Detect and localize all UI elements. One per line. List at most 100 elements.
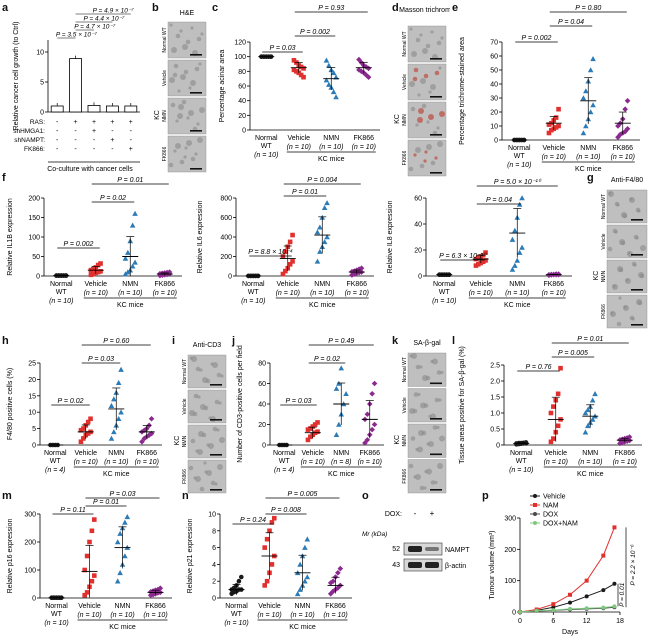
data-point (98, 261, 103, 266)
p-value: P = 0.002 (64, 241, 94, 248)
data-point (117, 570, 123, 576)
tissue-texture (423, 159, 427, 163)
row-label: FK866 (601, 304, 607, 319)
data-point (150, 591, 156, 598)
tissue-texture (432, 358, 438, 365)
x-tick-label: NMN (295, 603, 311, 610)
x-tick-label: FK866 (346, 281, 367, 288)
tissue-texture (419, 163, 425, 169)
p-value: P = 0.002 (522, 35, 552, 42)
data-point (88, 416, 93, 422)
x-tick-label: Normal (433, 281, 456, 288)
tissue-texture (177, 113, 183, 119)
sign-mark: - (130, 128, 133, 135)
tissue-texture (637, 209, 641, 213)
data-point (556, 106, 561, 112)
x-tick-label: Vehicle (542, 145, 565, 152)
tissue-texture (175, 143, 181, 149)
y-tick-label: 150 (28, 215, 40, 222)
data-point (362, 440, 368, 446)
scatter-chart-j: 0 20 40 60 80 Number of CD3-positive cells pe… (237, 338, 384, 478)
n-label: (n = 10) (611, 154, 635, 161)
tissue-texture (199, 107, 205, 113)
y-tick-label: 0 (40, 110, 44, 117)
data-point (78, 439, 84, 445)
data-point (549, 127, 554, 133)
n-label: (n = 10) (254, 152, 278, 159)
p-value: P = 0.49 (328, 338, 354, 345)
data-point (262, 545, 267, 550)
data-point (555, 271, 562, 277)
data-point (516, 249, 523, 255)
tissue-texture (424, 150, 428, 154)
y-tick-label: 20 (414, 248, 422, 255)
data-point (294, 591, 301, 597)
tissue-texture (607, 246, 613, 252)
x-tick-label: NMN (323, 135, 339, 142)
tissue-texture (420, 78, 426, 84)
sign-mark: - (93, 137, 96, 144)
y-tick-label: 2.0 (490, 379, 500, 386)
y-tick-label: 80 (258, 361, 266, 368)
y-tick-label: 0 (418, 274, 422, 281)
x-tick-label: WT (261, 143, 273, 150)
panel-letter: b (152, 2, 159, 14)
x-tick-label: Vehicle (301, 450, 324, 457)
data-point (129, 222, 136, 228)
panel-letter: p (482, 490, 489, 502)
p-value: P = 0.04 (486, 197, 512, 204)
n-label: (n = 10) (287, 144, 311, 151)
kc-mice-label: KC mice (103, 471, 130, 478)
x-tick-label: 6 (551, 618, 555, 625)
data-point (298, 72, 304, 78)
x-tick-label: Vehicle (74, 450, 97, 457)
data-point (91, 271, 96, 277)
p-value: P = 0.11 (60, 507, 86, 514)
tissue-texture (413, 392, 419, 397)
y-tick-label: 300 (24, 512, 36, 519)
tissue-texture (192, 411, 198, 417)
x-tick-label: WT (56, 289, 68, 296)
panel-o: o DOX: - + Mr (kDa) 52 43 NAMPT β-actin (360, 488, 480, 641)
p-value: P = 0.01 (93, 499, 119, 506)
kc-mice-label: KC mice (575, 166, 602, 173)
p-value: P = 0.04 (558, 19, 584, 26)
y-tick-label: 1.0 (490, 411, 500, 418)
x-tick-label: Vehicle (258, 603, 281, 610)
data-point (333, 385, 340, 391)
data-point (330, 578, 336, 584)
marker-label: 43 (392, 562, 400, 569)
data-point (333, 431, 340, 438)
tissue-texture (415, 37, 421, 43)
tissue-texture (437, 463, 443, 469)
tissue-texture (608, 191, 614, 197)
sign-mark: + (110, 137, 114, 144)
y-axis-label: Percentage acinar area (219, 50, 226, 123)
data-point (335, 585, 341, 591)
n-label: (n = 10) (509, 467, 533, 474)
n-label: (n = 10) (118, 290, 142, 297)
row-label: Vehicle (601, 233, 607, 249)
data-point (365, 65, 372, 72)
y-tick-label: 0 (36, 274, 40, 281)
n-label: (n = 10) (110, 612, 134, 619)
n-label: (n = 10) (352, 144, 376, 151)
y-tick-label: 0 (512, 610, 516, 617)
row-label: Vehicle (182, 398, 188, 414)
y-axis-label: Tissue areas positive for SA-β-gal (%) (459, 346, 466, 464)
panel-letter: c (212, 2, 219, 14)
p-value: P = 0.01 (292, 189, 318, 196)
data-point (304, 574, 311, 580)
data-point (132, 259, 138, 265)
tissue-texture (190, 156, 196, 162)
x-tick-label: Normal (255, 135, 278, 142)
y-tick-label: 100 (28, 235, 40, 242)
tissue-texture (179, 159, 185, 165)
data-point (81, 436, 86, 441)
p-value: P = 0.93 (318, 5, 344, 12)
data-point (326, 81, 332, 87)
tissue-texture (198, 62, 202, 66)
x-tick-label: WT (231, 611, 243, 618)
n-label: (n = 10) (345, 290, 369, 297)
x-tick-label: WT (514, 153, 526, 160)
